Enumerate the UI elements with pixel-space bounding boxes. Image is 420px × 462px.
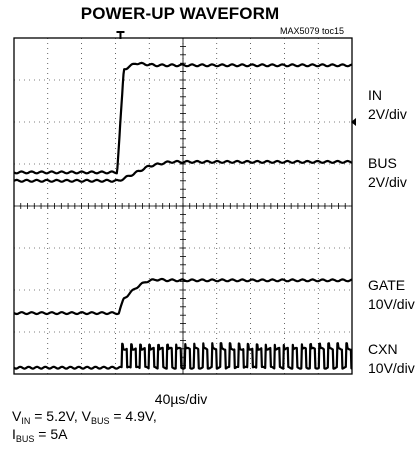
channel-name: CXN: [368, 341, 398, 357]
channel-name: IN: [368, 87, 382, 103]
trace-gate: [13, 277, 353, 316]
channel-scale: 2V/div: [368, 106, 407, 122]
channel-name: GATE: [368, 277, 406, 293]
channel-label-gate: GATE 10V/div: [368, 276, 415, 314]
level-marker: [351, 118, 356, 126]
test-conditions-line-1: VIN = 5.2V, VBUS = 4.9V,: [12, 408, 157, 426]
scope-plot: [13, 31, 356, 375]
trace-bus: [13, 159, 353, 183]
trace-in: [13, 61, 353, 175]
channel-scale: 10V/div: [368, 296, 415, 312]
trace-cxn: [13, 342, 353, 370]
channel-label-in: IN 2V/div: [368, 86, 407, 124]
channel-label-bus: BUS 2V/div: [368, 154, 407, 192]
chart-title: POWER-UP WAVEFORM: [80, 4, 280, 23]
test-conditions-line-2: IBUS = 5A: [12, 426, 68, 444]
channel-label-cxn: CXN 10V/div: [368, 340, 415, 378]
scope-traces: [13, 61, 353, 370]
figure-tag: MAX5079 toc15: [280, 26, 345, 36]
channel-scale: 2V/div: [368, 174, 407, 190]
channel-scale: 10V/div: [368, 360, 415, 376]
channel-name: BUS: [368, 155, 397, 171]
scope-grid: [13, 31, 356, 375]
trigger-marker: [116, 31, 125, 39]
timebase-label: 40µs/div: [154, 391, 208, 407]
